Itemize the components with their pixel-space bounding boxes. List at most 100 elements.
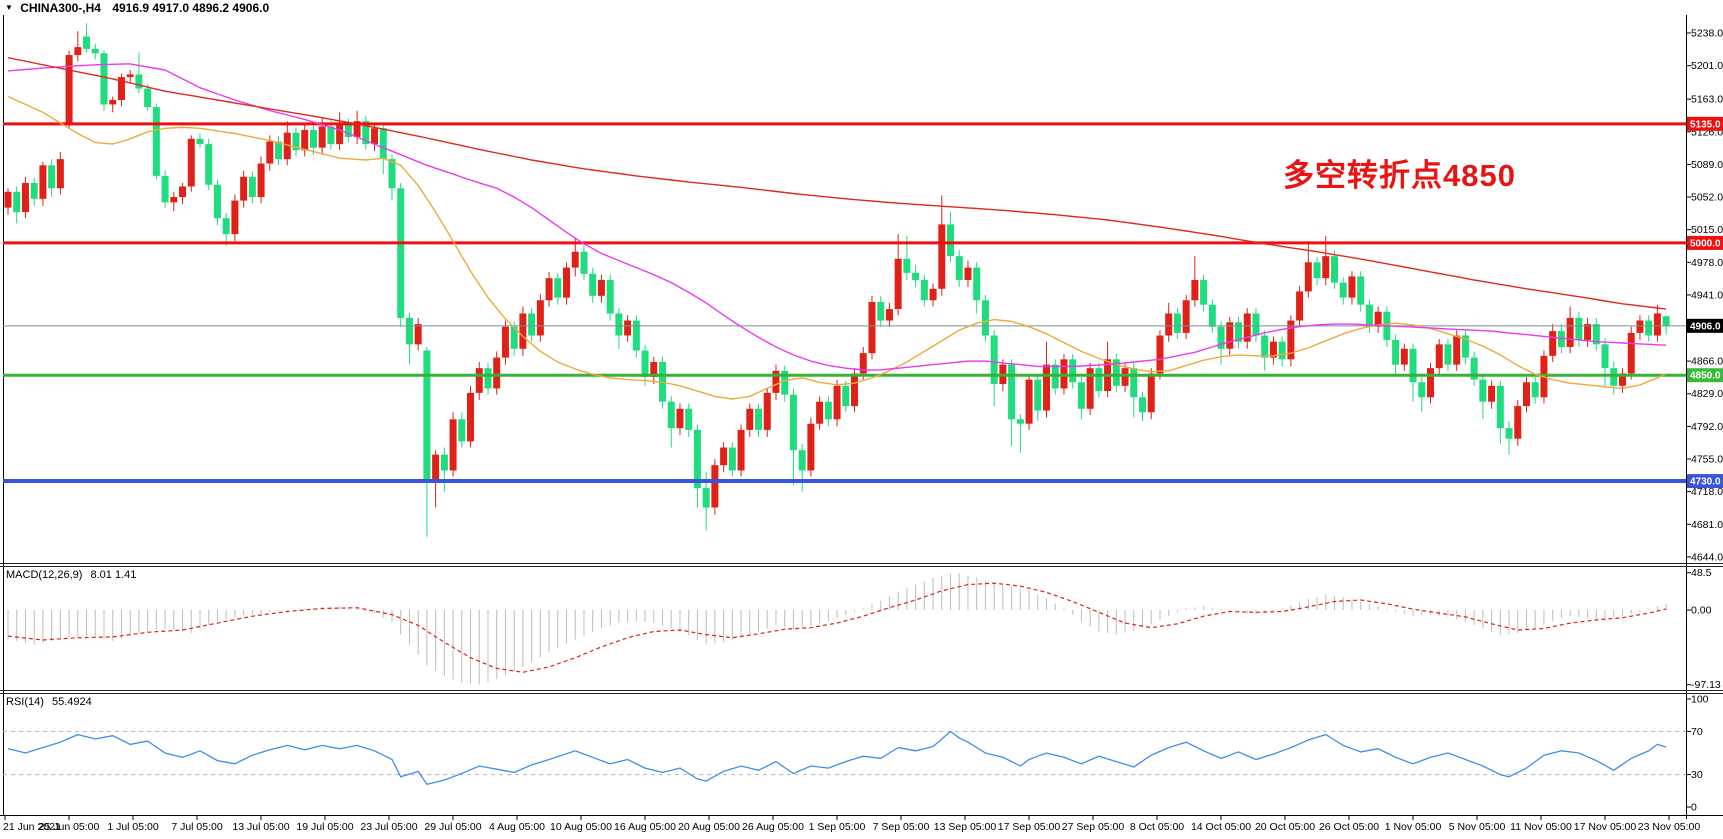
candle-body bbox=[467, 392, 475, 442]
candle-body bbox=[1147, 373, 1155, 413]
candle-body bbox=[1287, 320, 1295, 360]
candle-body bbox=[1043, 364, 1051, 411]
candle-body bbox=[1313, 262, 1321, 279]
candle-body bbox=[606, 279, 614, 314]
candle-body bbox=[1427, 368, 1435, 398]
candle-body bbox=[1488, 385, 1496, 402]
candle-body bbox=[737, 429, 745, 471]
x-tick-label: 14 Oct 05:00 bbox=[1191, 821, 1251, 833]
candle-body bbox=[1261, 335, 1269, 358]
candle-body bbox=[240, 176, 248, 201]
candle-body bbox=[685, 408, 693, 430]
hline-5000-badge bbox=[1687, 235, 1723, 250]
y-tick-label: 4792.0 bbox=[1691, 421, 1723, 433]
y-tick-label: 4718.0 bbox=[1691, 486, 1723, 498]
hline-4850-badge-label: 4850.0 bbox=[1690, 371, 1721, 382]
candle-body bbox=[126, 74, 134, 78]
candle-body bbox=[74, 47, 82, 56]
hline-4730-badge bbox=[1687, 474, 1723, 489]
symbol-dropdown-icon[interactable]: ▼ bbox=[5, 3, 13, 12]
candle-body bbox=[1252, 313, 1260, 336]
candle-body bbox=[1409, 348, 1417, 383]
macd-signal-line bbox=[7, 582, 1667, 673]
candle-body bbox=[702, 488, 710, 508]
candle-body bbox=[1514, 406, 1522, 439]
macd-tick-label: 48.5 bbox=[1691, 567, 1712, 579]
ma-mid-line bbox=[7, 63, 1667, 371]
macd-indicator-values: 8.01 1.41 bbox=[90, 569, 137, 581]
candle-body bbox=[1077, 382, 1085, 409]
candle-body bbox=[1322, 256, 1330, 279]
candle-body bbox=[1444, 344, 1452, 365]
candle-body bbox=[13, 191, 21, 213]
candle-body bbox=[283, 132, 291, 160]
candle-body bbox=[693, 429, 701, 489]
candle-body bbox=[597, 279, 605, 296]
x-tick-label: 8 Oct 05:00 bbox=[1130, 821, 1184, 833]
candle-body bbox=[824, 401, 832, 420]
candle-body bbox=[1269, 341, 1277, 358]
candle-body bbox=[1584, 324, 1592, 340]
candle-body bbox=[1182, 300, 1190, 333]
macd-tick-label: -97.13 bbox=[1691, 679, 1721, 691]
x-tick-label: 20 Oct 05:00 bbox=[1255, 821, 1315, 833]
chart-title: ▼ CHINA300-,H4 4916.9 4917.0 4896.2 4906… bbox=[5, 1, 269, 15]
candle-body bbox=[65, 55, 73, 124]
candle-body bbox=[1522, 382, 1530, 407]
candle-body bbox=[955, 256, 963, 280]
rsi-indicator-value: 55.4924 bbox=[51, 696, 92, 708]
candle-body bbox=[789, 394, 797, 451]
candle-body bbox=[1339, 282, 1347, 298]
macd-tick-label: 0.00 bbox=[1691, 605, 1712, 617]
candle-body bbox=[728, 447, 736, 471]
x-tick-label: 4 Aug 05:00 bbox=[489, 821, 545, 833]
candle-body bbox=[1200, 279, 1208, 305]
candle-body bbox=[1348, 276, 1356, 298]
candle-body bbox=[1531, 382, 1539, 398]
x-tick-label: 17 Sep 05:00 bbox=[998, 821, 1061, 833]
candle-body bbox=[772, 370, 780, 393]
candle-body bbox=[1304, 262, 1312, 292]
candle-body bbox=[1008, 364, 1016, 420]
candle-body bbox=[397, 188, 405, 318]
annotation-text: 多空转折点4850 bbox=[1283, 158, 1516, 193]
macd-panel-label: MACD(12,26,9) 8.01 1.41 bbox=[6, 569, 141, 581]
candle-body bbox=[371, 128, 379, 145]
candle-body bbox=[781, 370, 789, 395]
candle-body bbox=[1601, 344, 1609, 369]
x-tick-label: 25 Jun 05:00 bbox=[39, 821, 100, 833]
x-tick-label: 29 Jul 05:00 bbox=[424, 821, 481, 833]
candle-body bbox=[807, 423, 815, 471]
y-tick-label: 5015.0 bbox=[1691, 224, 1723, 236]
candle-body bbox=[1173, 313, 1181, 333]
x-tick-label: 26 Oct 05:00 bbox=[1319, 821, 1379, 833]
x-tick-label: 23 Nov 05:00 bbox=[1638, 821, 1701, 833]
candle-body bbox=[1165, 313, 1173, 336]
rsi-tick-label: 100 bbox=[1691, 694, 1709, 706]
candle-body bbox=[1461, 335, 1469, 358]
candle-body bbox=[405, 317, 413, 345]
ma-fast-line bbox=[7, 95, 1667, 400]
candle-body bbox=[414, 324, 422, 345]
candle-body bbox=[117, 77, 125, 101]
candle-body bbox=[1505, 428, 1513, 439]
candle-body bbox=[1034, 379, 1042, 411]
candle-body bbox=[362, 121, 370, 145]
candle-body bbox=[615, 313, 623, 336]
candle-body bbox=[309, 130, 317, 148]
candle-body bbox=[1095, 368, 1103, 392]
candle-body bbox=[964, 267, 972, 280]
candle-body bbox=[1217, 326, 1225, 349]
candle-body bbox=[894, 258, 902, 310]
candle-body bbox=[1365, 304, 1373, 327]
candle-body bbox=[650, 361, 658, 377]
current-price-badge bbox=[1687, 318, 1723, 333]
candle-body bbox=[56, 159, 64, 189]
candle-body bbox=[536, 300, 544, 336]
x-tick-label: 7 Jul 05:00 bbox=[171, 821, 223, 833]
hline-5135-badge-label: 5135.0 bbox=[1690, 119, 1721, 130]
candle-body bbox=[1235, 322, 1243, 342]
candle-body bbox=[641, 350, 649, 377]
candle-body bbox=[475, 368, 483, 393]
